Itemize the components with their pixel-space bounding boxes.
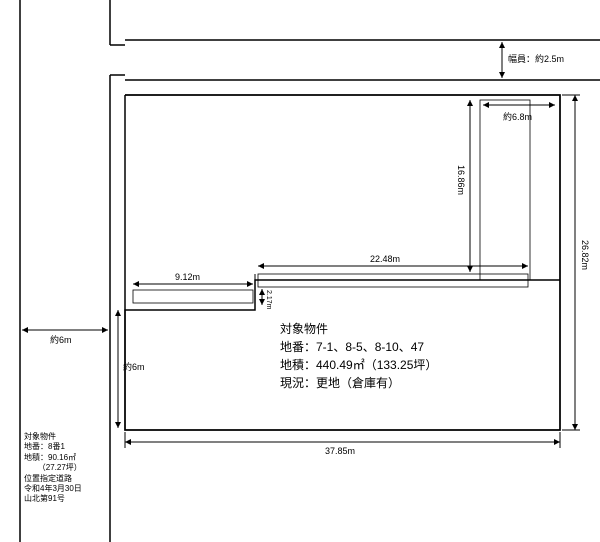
property-title: 対象物件 [280, 320, 437, 338]
label-road-left: 約6m [50, 333, 72, 346]
adj-line4: （27.27坪） [24, 463, 82, 473]
label-right-full: 26.82m [580, 240, 590, 270]
label-short-left: 9.12m [175, 272, 200, 282]
adj-line3: 地積：90.16㎡ [24, 453, 82, 463]
label-top-right: 約6.8m [503, 110, 532, 123]
adj-line6: 令和4年3月30日 [24, 484, 82, 494]
property-line3: 現況：更地（倉庫有） [280, 374, 437, 392]
adj-line5: 位置指定道路 [24, 474, 82, 484]
structure-right [480, 100, 530, 280]
property-info: 対象物件 地番：7-1、8-5、8-10、47 地積：440.49㎡（133.2… [280, 320, 437, 392]
label-bottom: 37.85m [325, 446, 355, 456]
property-line2: 地積：440.49㎡（133.25坪） [280, 356, 437, 374]
adj-line7: 山北第91号 [24, 494, 82, 504]
adjacent-info: 対象物件 地番：8番1 地積：90.16㎡ （27.27坪） 位置指定道路 令和… [24, 432, 82, 505]
label-short-vert: 2.17m [265, 290, 272, 309]
label-road-top: 幅員：約2.5m [508, 52, 564, 65]
label-inner-right: 16.86m [456, 165, 466, 195]
site-plan-svg [0, 0, 600, 542]
adj-line1: 対象物件 [24, 432, 82, 442]
label-below-left: 約6m [123, 360, 145, 373]
adj-line2: 地番：8番1 [24, 442, 82, 452]
label-mid-horiz: 22.48m [370, 254, 400, 264]
property-line1: 地番：7-1、8-5、8-10、47 [280, 338, 437, 356]
structure-left-small [133, 290, 253, 303]
